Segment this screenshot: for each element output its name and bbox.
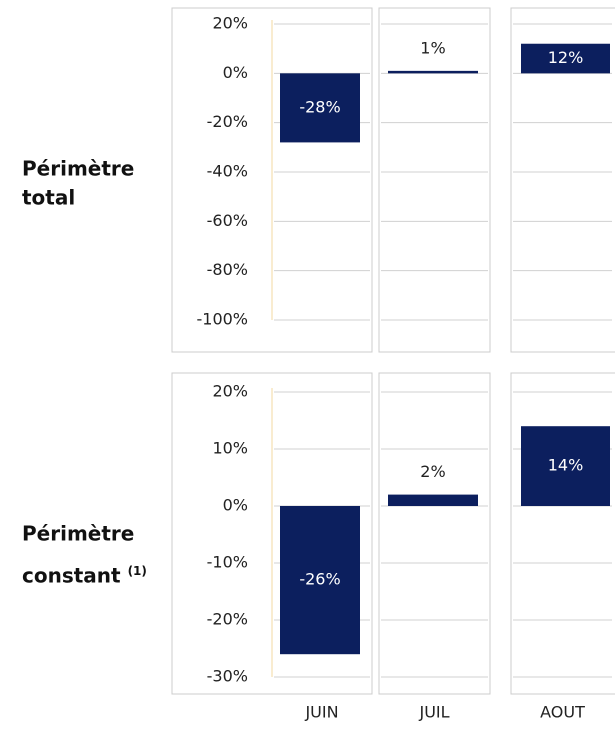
value-label: 2%	[420, 462, 445, 481]
panel-frame	[378, 372, 491, 695]
bar	[280, 506, 360, 655]
x-tick-label: JUIN	[304, 703, 338, 722]
value-label: 1%	[420, 38, 445, 57]
row-note: (1)	[128, 564, 147, 578]
x-tick-label: AOUT	[540, 703, 585, 722]
value-label: -26%	[299, 570, 340, 589]
bar	[521, 426, 610, 506]
y-tick-label: 20%	[212, 382, 248, 401]
row-label: Périmètre	[22, 157, 134, 181]
value-label: 14%	[548, 456, 584, 475]
y-tick-label: 10%	[212, 439, 248, 458]
y-tick-label: 0%	[223, 63, 248, 82]
y-tick-label: -80%	[207, 260, 248, 279]
panel-frame	[510, 7, 615, 353]
y-tick-label: -20%	[207, 610, 248, 629]
panel-frame	[171, 372, 373, 695]
y-tick-label: -40%	[207, 162, 248, 181]
panel-frame	[171, 7, 373, 353]
x-tick-label: JUIL	[418, 703, 449, 722]
y-tick-label: 0%	[223, 496, 248, 515]
y-tick-label: -100%	[196, 310, 248, 329]
panel-frame	[510, 372, 615, 695]
y-tick-label: 20%	[212, 14, 248, 33]
bar	[388, 494, 478, 506]
y-tick-label: -30%	[207, 667, 248, 686]
bar	[388, 70, 478, 74]
row-label: total	[22, 186, 75, 210]
row-label: Périmètre	[22, 522, 134, 546]
value-label: 12%	[548, 48, 584, 67]
panel-frame	[378, 7, 491, 353]
bar	[280, 73, 360, 143]
value-label: -28%	[299, 97, 340, 116]
y-tick-label: -10%	[207, 553, 248, 572]
y-tick-label: -20%	[207, 112, 248, 131]
y-tick-label: -60%	[207, 211, 248, 230]
row-label: constant (1)	[22, 564, 147, 588]
bar	[521, 43, 610, 74]
